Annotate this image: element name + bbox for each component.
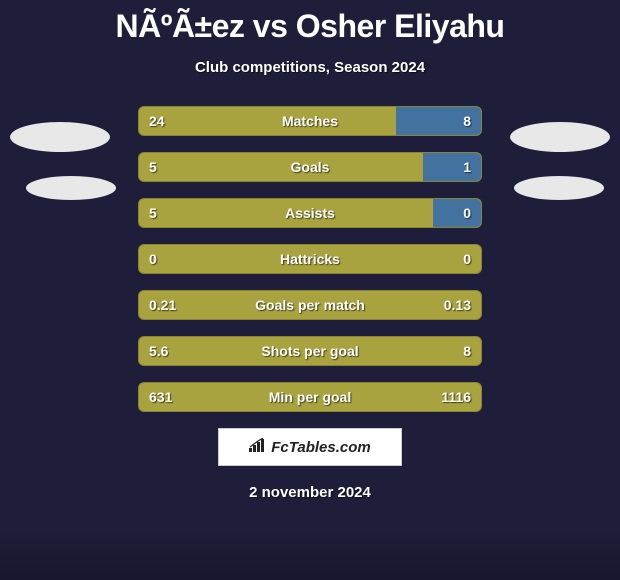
page-subtitle: Club competitions, Season 2024 bbox=[0, 59, 620, 76]
stat-row: 24 Matches 8 bbox=[138, 106, 482, 136]
stat-value-left: 631 bbox=[149, 389, 172, 405]
stat-value-left: 0 bbox=[149, 251, 157, 267]
stat-value-left: 5.6 bbox=[149, 343, 168, 359]
gradient-bottom bbox=[0, 530, 620, 580]
stat-row: 0 Hattricks 0 bbox=[138, 244, 482, 274]
stat-value-left: 5 bbox=[149, 205, 157, 221]
stat-label: Goals bbox=[291, 159, 330, 175]
logo-box: FcTables.com bbox=[218, 428, 402, 466]
avatar-right-2 bbox=[514, 176, 604, 200]
stat-value-right: 8 bbox=[463, 343, 471, 359]
logo-label: FcTables.com bbox=[271, 439, 370, 456]
stats-container: 24 Matches 8 5 Goals 1 5 Assists 0 0 Hattricks 0 0.2… bbox=[0, 106, 620, 412]
stat-value-right: 8 bbox=[463, 113, 471, 129]
stat-label: Matches bbox=[282, 113, 338, 129]
stat-value-left: 24 bbox=[149, 113, 165, 129]
stat-value-right: 0 bbox=[463, 205, 471, 221]
stat-value-right: 1116 bbox=[441, 389, 471, 405]
stat-value-right: 1 bbox=[463, 159, 471, 175]
stat-label: Shots per goal bbox=[261, 343, 358, 359]
logo-text: FcTables.com bbox=[249, 438, 370, 456]
date-text: 2 november 2024 bbox=[0, 484, 620, 501]
avatar-left-1 bbox=[10, 122, 110, 152]
stat-row: 5 Assists 0 bbox=[138, 198, 482, 228]
stat-row: 0.21 Goals per match 0.13 bbox=[138, 290, 482, 320]
stat-row: 631 Min per goal 1116 bbox=[138, 382, 482, 412]
stat-label: Assists bbox=[285, 205, 335, 221]
stat-value-left: 5 bbox=[149, 159, 157, 175]
stat-label: Hattricks bbox=[280, 251, 340, 267]
stat-fill-right bbox=[433, 199, 481, 227]
chart-icon bbox=[249, 438, 267, 456]
stat-row: 5 Goals 1 bbox=[138, 152, 482, 182]
page-title: NÃºÃ±ez vs Osher Eliyahu bbox=[0, 0, 620, 45]
stat-label: Goals per match bbox=[255, 297, 365, 313]
stat-value-right: 0.13 bbox=[444, 297, 471, 313]
stat-value-left: 0.21 bbox=[149, 297, 176, 313]
stat-value-right: 0 bbox=[463, 251, 471, 267]
avatar-left-2 bbox=[26, 176, 116, 200]
stat-label: Min per goal bbox=[269, 389, 351, 405]
avatar-right-1 bbox=[510, 122, 610, 152]
stat-row: 5.6 Shots per goal 8 bbox=[138, 336, 482, 366]
stat-fill-right bbox=[423, 153, 481, 181]
